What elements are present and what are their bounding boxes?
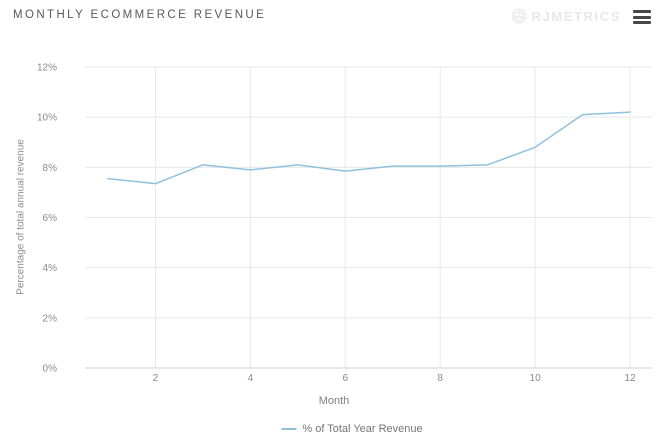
legend-label: % of Total Year Revenue (302, 423, 423, 435)
x-tick-label: 12 (624, 373, 636, 384)
hamburger-icon (633, 10, 651, 13)
brand-name: RJMETRICS (531, 8, 621, 24)
y-tick-label: 2% (43, 313, 58, 324)
y-tick-label: 4% (43, 263, 58, 274)
menu-button[interactable] (633, 10, 651, 24)
revenue-line (107, 111, 631, 185)
x-tick-label: 8 (437, 373, 443, 384)
x-tick-label: 2 (153, 373, 159, 384)
x-axis-title: Month (318, 395, 350, 407)
brand-logo[interactable]: RJMETRICS (511, 8, 621, 24)
y-axis-title: Percentage of total annual revenue (15, 139, 27, 295)
x-tick-label: 10 (530, 373, 542, 384)
rjmetrics-logo-icon (512, 8, 527, 24)
y-tick-label: 6% (43, 213, 58, 224)
legend-line-sample (281, 428, 297, 430)
y-tick-label: 0% (43, 364, 58, 375)
y-tick-label: 8% (43, 163, 58, 174)
y-tick-label: 12% (37, 63, 57, 74)
y-tick-label: 10% (37, 113, 57, 124)
x-tick-label: 6 (342, 373, 348, 384)
page-title: MONTHLY ECOMMERCE REVENUE (13, 9, 267, 21)
legend: % of Total Year Revenue (281, 423, 423, 435)
x-tick-label: 4 (248, 373, 254, 384)
